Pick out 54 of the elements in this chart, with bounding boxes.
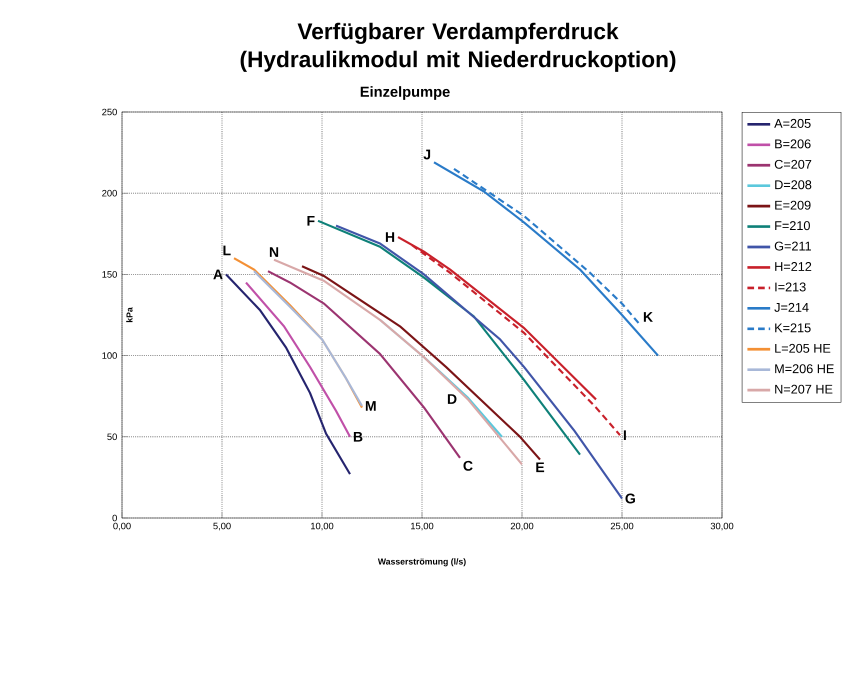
line-series [452, 168, 642, 326]
annotation: J [423, 150, 430, 160]
annotation: K [644, 312, 653, 322]
legend-label: H=212 [775, 262, 812, 271]
y-tick-label: 50 [107, 434, 117, 440]
annotation: M [366, 401, 376, 411]
legend-label: K=215 [775, 323, 811, 332]
line-series [224, 273, 352, 476]
legend-label: N=207 HE [775, 384, 832, 394]
legend-label: M=206 HE [775, 364, 834, 374]
annotation: F [307, 216, 315, 226]
chart-title: Verfügbarer Verdampferdruck (Hydraulikmodul mit Niederdruckoption) [240, 22, 676, 72]
annotation: L [223, 246, 231, 256]
legend-label: G=211 [774, 242, 811, 251]
y-tick-label: 100 [102, 352, 117, 359]
annotation: D [448, 394, 456, 404]
legend-label: C=207 [774, 160, 812, 169]
x-tick-label: 25,00 [610, 522, 634, 530]
line-series [266, 270, 462, 459]
legend-label: I=213 [775, 282, 806, 292]
x-tick-label: 30,00 [710, 522, 734, 530]
x-tick-label: 15,00 [411, 522, 434, 530]
y-axis-title: kPa [126, 307, 133, 322]
y-tick-label: 250 [102, 108, 117, 116]
legend-label: F=210 [775, 221, 810, 230]
legend-label: E=209 [775, 200, 811, 210]
x-axis-title: Wasserströmung (l/s) [378, 558, 466, 566]
annotation: A [213, 270, 223, 280]
line-series [316, 220, 582, 456]
y-tick-label: 150 [102, 271, 117, 278]
annotation: I [624, 430, 626, 440]
legend-label: J=214 [774, 302, 809, 312]
legend-label: D=208 [775, 180, 812, 190]
annotation: G [626, 494, 635, 504]
chart-subtitle: Einzelpumpe [360, 86, 450, 100]
legend-label: A=205 [774, 118, 811, 128]
y-tick-label: 200 [102, 190, 117, 196]
legend-label: B=206 [775, 139, 811, 148]
line-series [300, 265, 542, 461]
annotation: C [464, 460, 473, 471]
annotation: H [386, 232, 394, 242]
annotation: B [354, 432, 362, 442]
line-series [432, 161, 660, 357]
line-series [252, 270, 364, 408]
x-tick-label: 5,00 [213, 522, 231, 530]
legend-label: L=205 HE [775, 344, 830, 353]
annotation: E [536, 462, 544, 472]
line-series [334, 224, 624, 500]
y-tick-label: 0 [112, 514, 117, 522]
x-tick-label: 0,00 [113, 522, 131, 530]
x-tick-label: 20,00 [510, 522, 534, 530]
x-tick-label: 10,00 [311, 522, 334, 530]
annotation: N [270, 247, 278, 257]
line-series [244, 281, 352, 438]
